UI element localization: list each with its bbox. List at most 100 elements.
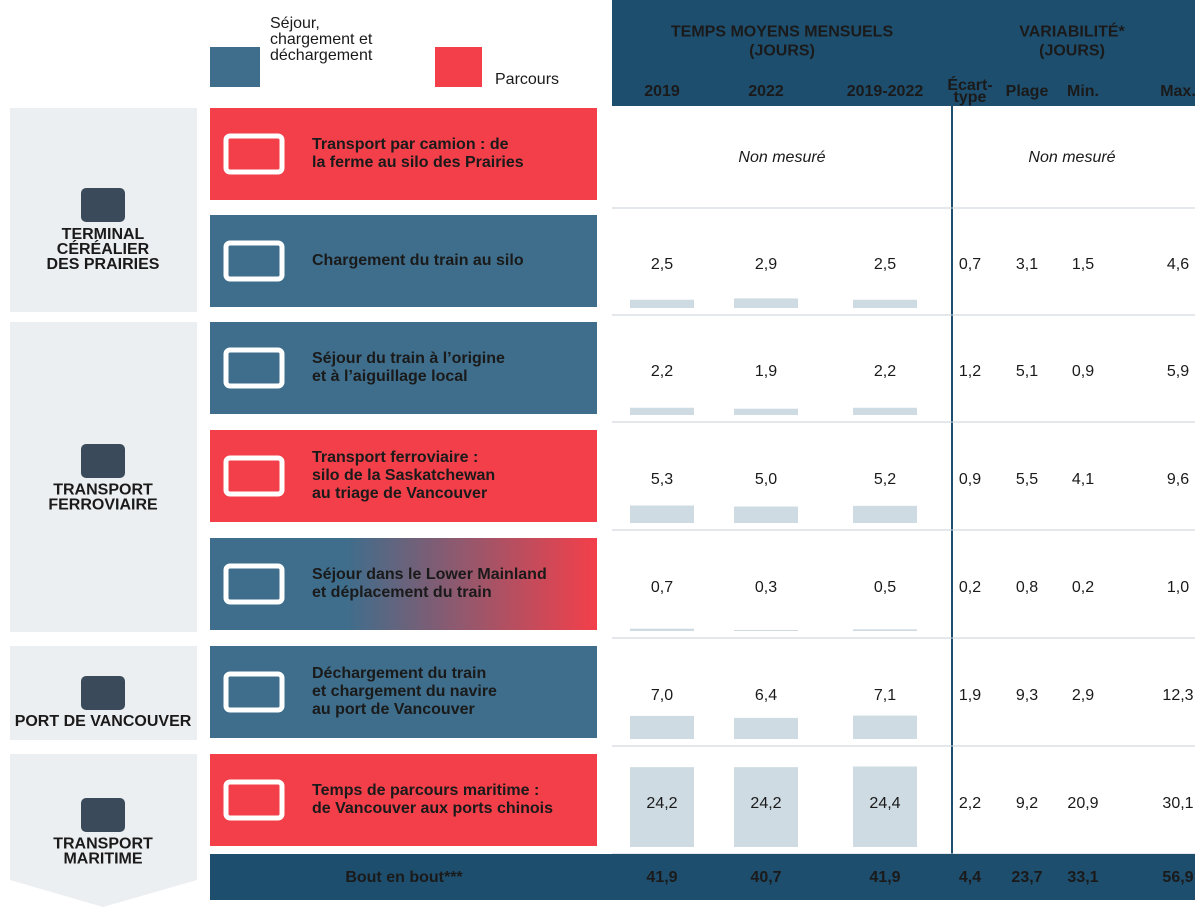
- text-line: Parcours: [495, 71, 559, 88]
- stage-box: [210, 322, 597, 414]
- mean-value: 0,7: [651, 579, 673, 596]
- var-value: 4,6: [1167, 256, 1189, 273]
- total-value: 40,7: [750, 869, 781, 886]
- text-line: (JOURS): [1039, 43, 1105, 60]
- text-line: MARITIME: [63, 851, 142, 868]
- stage-box: [210, 538, 597, 630]
- text-line: TRANSPORT: [53, 836, 153, 853]
- var-value: 9,2: [1016, 795, 1038, 812]
- text-line: silo de la Saskatchewan: [312, 467, 495, 484]
- text-line: Chargement du train au silo: [312, 252, 524, 269]
- bar: [734, 630, 798, 631]
- text-line: type: [954, 89, 987, 106]
- stage-box: [210, 754, 597, 846]
- bar: [734, 717, 798, 739]
- bar: [853, 629, 917, 631]
- group-icon: [81, 676, 125, 710]
- var-value: 1,9: [959, 687, 981, 704]
- mean-value: 2,2: [874, 363, 896, 380]
- mean-value: 5,0: [755, 471, 777, 488]
- text-line: chargement et: [270, 31, 373, 48]
- mean-value: 0,5: [874, 579, 896, 596]
- text-line: Transport ferroviaire :: [312, 449, 478, 466]
- mean-value: 24,4: [869, 795, 900, 812]
- mean-value: 6,4: [755, 687, 777, 704]
- bar: [853, 505, 917, 523]
- text-line: Plage: [1006, 83, 1049, 100]
- mean-value: 7,1: [874, 687, 896, 704]
- group-icon: [81, 188, 125, 222]
- var-value: 5,5: [1016, 471, 1038, 488]
- mean-value: 2,2: [651, 363, 673, 380]
- bar: [734, 408, 798, 415]
- var-value: 0,2: [959, 579, 981, 596]
- bar: [630, 407, 694, 415]
- text-line: au port de Vancouver: [312, 701, 475, 718]
- text-line: Écart-: [947, 75, 992, 94]
- var-value: 9,6: [1167, 471, 1189, 488]
- mean-value: 5,2: [874, 471, 896, 488]
- text-line: TEMPS MOYENS MENSUELS: [671, 24, 894, 41]
- text-line: CÉRÉALIER: [57, 239, 150, 258]
- text-line: la ferme au silo des Prairies: [312, 154, 524, 171]
- var-value: 0,9: [959, 471, 981, 488]
- text-line: VARIABILITÉ*: [1019, 22, 1125, 41]
- mean-value: 24,2: [646, 795, 677, 812]
- var-value: 12,3: [1162, 687, 1193, 704]
- text-line: DES PRAIRIES: [47, 256, 160, 273]
- group-icon: [81, 798, 125, 832]
- bar: [630, 715, 694, 739]
- bar: [853, 299, 917, 308]
- mean-value: 5,3: [651, 471, 673, 488]
- text-line: et déplacement du train: [312, 584, 492, 601]
- var-value: 1,2: [959, 363, 981, 380]
- total-value: 56,9: [1162, 869, 1193, 886]
- not-measured: Non mesuré: [738, 149, 825, 166]
- text-line: au triage de Vancouver: [312, 485, 487, 502]
- column-header: 2019: [644, 83, 680, 100]
- bar: [630, 628, 694, 631]
- var-value: 0,8: [1016, 579, 1038, 596]
- stage-icon: [223, 455, 285, 497]
- text-line: et à l’aiguillage local: [312, 368, 468, 385]
- mean-value: 2,5: [874, 256, 896, 273]
- text-line: TRANSPORT: [53, 482, 153, 499]
- text-line: Min.: [1067, 83, 1099, 100]
- stage-box: [210, 646, 597, 738]
- bar: [734, 506, 798, 523]
- stage-box: [210, 215, 597, 307]
- bar: [630, 767, 694, 847]
- var-value: 4,1: [1072, 471, 1094, 488]
- mean-value: 1,9: [755, 363, 777, 380]
- column-header: 2019-2022: [847, 83, 924, 100]
- mean-value: 7,0: [651, 687, 673, 704]
- not-measured: Non mesuré: [1028, 149, 1115, 166]
- stage-icon: [223, 240, 285, 282]
- text-line: déchargement: [270, 47, 373, 64]
- stage-icon: [223, 779, 285, 821]
- bar: [734, 298, 798, 308]
- text-line: Séjour,: [270, 15, 320, 32]
- text-line: Max.: [1160, 83, 1195, 100]
- mean-value: 0,3: [755, 579, 777, 596]
- total-value: 41,9: [646, 869, 677, 886]
- stage-icon: [223, 133, 285, 175]
- stage-box: [210, 430, 597, 522]
- text-line: (JOURS): [749, 43, 815, 60]
- var-value: 2,9: [1072, 687, 1094, 704]
- bar: [853, 407, 917, 415]
- var-value: 1,0: [1167, 579, 1189, 596]
- text-line: et chargement du navire: [312, 683, 497, 700]
- var-value: 9,3: [1016, 687, 1038, 704]
- var-value: 5,1: [1016, 363, 1038, 380]
- var-value: 5,9: [1167, 363, 1189, 380]
- stage-box: [210, 108, 597, 200]
- var-value: 2,2: [959, 795, 981, 812]
- var-value: 3,1: [1016, 256, 1038, 273]
- total-label: Bout en bout***: [345, 869, 463, 886]
- var-value: 30,1: [1162, 795, 1193, 812]
- text-line: Temps de parcours maritime :: [312, 782, 539, 799]
- var-value: 0,7: [959, 256, 981, 273]
- text-line: TERMINAL: [62, 226, 145, 243]
- total-value: 41,9: [869, 869, 900, 886]
